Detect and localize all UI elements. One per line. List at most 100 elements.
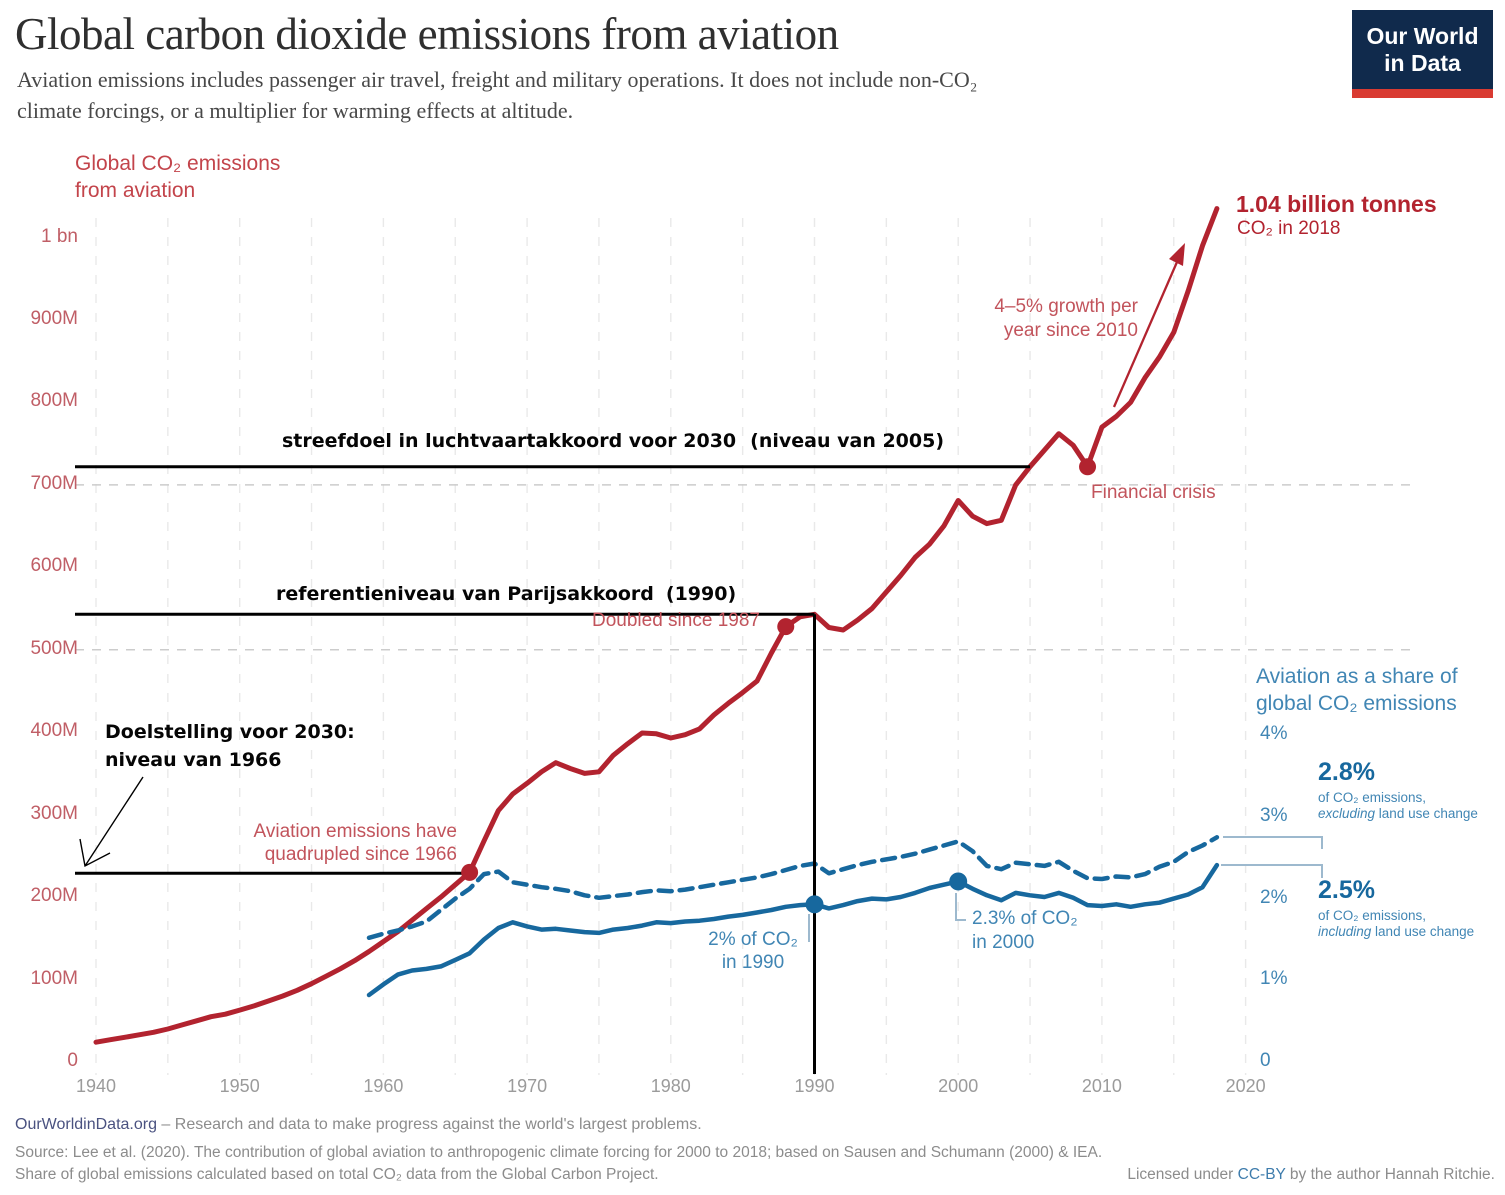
- x-axis-tick-2020: 2020: [1225, 1076, 1266, 1096]
- right-axis-title-line1: Aviation as a share of: [1256, 665, 1458, 688]
- footer-ccby-link[interactable]: CC-BY: [1237, 1166, 1286, 1183]
- x-axis-tick-1970: 1970: [507, 1076, 548, 1096]
- footer-note-row: Share of global emissions calculated bas…: [15, 1166, 659, 1183]
- annotation-goal-1966: Doelstelling voor 2030: niveau van 1966: [105, 718, 355, 774]
- label-including-em: including: [1318, 923, 1372, 939]
- growth-arrow-head-icon: [1169, 243, 1185, 266]
- annotation-share-1990-line2: in 1990: [721, 952, 785, 973]
- data-point-emissions-1966[interactable]: [461, 863, 479, 881]
- y-axis-right-tick-2: 2%: [1260, 886, 1288, 908]
- annotation-target-2030-paren: (niveau van 2005): [750, 430, 945, 452]
- label-share-excluding-desc-line2: excluding land use change: [1318, 806, 1478, 822]
- y-axis-left-tick-400: 400M: [30, 720, 78, 742]
- y-axis-left-tick-100: 100M: [30, 967, 78, 989]
- y-axis-left-tick-800: 800M: [30, 390, 78, 412]
- callout-share-including: [1221, 864, 1323, 878]
- right-axis-title: Aviation as a share of global CO₂ emissi…: [1256, 663, 1458, 717]
- left-axis-title-line1: Global CO₂ emissions: [75, 152, 281, 175]
- y-axis-left-tick-200: 200M: [30, 885, 78, 907]
- footer-license-post: by the author Hannah Ritchie.: [1285, 1166, 1495, 1183]
- footer-license-pre: Licensed under: [1127, 1166, 1238, 1183]
- annotation-quadrupled-line2: quadrupled since 1966: [264, 844, 457, 865]
- annotation-share-1990-line1: 2% of CO₂: [708, 929, 798, 950]
- annotation-growth: 4–5% growth per year since 2010: [960, 295, 1138, 343]
- annotation-paris-1990-text: referentieniveau van Parijsakkoord: [276, 583, 654, 605]
- data-point-emissions-1988[interactable]: [777, 618, 795, 636]
- x-axis-tick-1940: 1940: [75, 1076, 117, 1096]
- annotation-paris-1990-paren: (1990): [665, 583, 737, 605]
- subtitle-line-1: Aviation emissions includes passenger ai…: [17, 67, 978, 92]
- y-axis-right-tick-0: 0: [1260, 1050, 1271, 1071]
- right-axis-title-line2: global CO₂ emissions: [1256, 692, 1457, 715]
- left-axis-title-line2: from aviation: [75, 179, 196, 202]
- label-excluding-rest: land use change: [1375, 805, 1478, 821]
- label-share-excluding-desc-line1: of CO₂ emissions,: [1318, 790, 1427, 805]
- annotation-target-2030-text: streefdoel in luchtvaartakkoord voor 203…: [282, 430, 737, 452]
- annotation-paris-1990: referentieniveau van Parijsakkoord (1990): [276, 583, 736, 605]
- owid-logo-red-bar: [1352, 89, 1493, 98]
- label-share-excluding-value: 2.8%: [1318, 758, 1375, 786]
- annotation-target-2030: streefdoel in luchtvaartakkoord voor 203…: [282, 430, 944, 452]
- label-including-rest: land use change: [1371, 923, 1475, 939]
- annotation-share-2000: 2.3% of CO₂ in 2000: [972, 907, 1078, 955]
- annotation-goal-line1: Doelstelling voor 2030:: [105, 721, 355, 743]
- footer-brand-link[interactable]: OurWorldinData.org: [15, 1116, 157, 1133]
- annotation-quadrupled: Aviation emissions have quadrupled since…: [210, 820, 457, 866]
- y-axis-left-tick-500: 500M: [30, 637, 78, 659]
- annotation-share-1990: 2% of CO₂ in 1990: [698, 928, 808, 974]
- annotation-peak-value: 1.04 billion tonnes: [1236, 191, 1437, 217]
- annotation-share-2000-line2: in 2000: [972, 932, 1035, 953]
- x-axis-tick-1960: 1960: [363, 1076, 404, 1096]
- subtitle-line-2: climate forcings, or a multiplier for wa…: [17, 98, 574, 123]
- x-axis-tick-1990: 1990: [794, 1076, 835, 1096]
- label-share-including-desc-line2: including land use change: [1318, 924, 1474, 940]
- growth-arrow-shaft-icon: [1112, 261, 1179, 408]
- data-point-share-including-1990[interactable]: [805, 895, 824, 914]
- footer-tagline-row: OurWorldinData.org – Research and data t…: [15, 1116, 702, 1134]
- y-axis-left-tick-900: 900M: [30, 307, 78, 329]
- left-axis-title: Global CO₂ emissions from aviation: [75, 150, 280, 204]
- footer-source-row: Source: Lee et al. (2020). The contribut…: [15, 1144, 1103, 1161]
- y-axis-right-tick-3: 3%: [1260, 804, 1288, 826]
- data-point-share-including-2000[interactable]: [949, 872, 968, 891]
- data-point-emissions-2009[interactable]: [1079, 458, 1097, 476]
- y-axis-left-tick-700: 700M: [30, 472, 78, 494]
- annotation-share-2000-line1: 2.3% of CO₂: [972, 908, 1078, 929]
- label-share-including-desc-line1: of CO₂ emissions,: [1318, 908, 1427, 923]
- label-share-including-desc: of CO₂ emissions, including land use cha…: [1318, 908, 1474, 939]
- footer-tagline: – Research and data to make progress aga…: [156, 1116, 702, 1133]
- owid-logo-text: Our World in Data: [1352, 10, 1493, 77]
- y-axis-right-tick-4: 4%: [1260, 723, 1288, 745]
- x-axis-tick-2010: 2010: [1081, 1076, 1122, 1096]
- footer-license-row: Licensed under CC-BY by the author Hanna…: [1127, 1166, 1495, 1184]
- label-excluding-em: excluding: [1318, 805, 1376, 821]
- y-axis-right-tick-1: 1%: [1260, 968, 1288, 990]
- callout-share-excluding: [1223, 836, 1323, 849]
- owid-logo-line1: Our World: [1366, 23, 1479, 49]
- x-axis-tick-1950: 1950: [219, 1076, 260, 1096]
- y-axis-left-tick-0: 0: [67, 1050, 78, 1071]
- x-axis-tick-2000: 2000: [938, 1076, 979, 1096]
- owid-logo[interactable]: Our World in Data: [1352, 10, 1493, 98]
- annotation-goal-line2: niveau van 1966: [105, 749, 282, 771]
- share-including-line[interactable]: [366, 862, 1220, 998]
- bracket-share-2000: [955, 893, 966, 921]
- owid-logo-line2: in Data: [1384, 50, 1461, 76]
- annotation-financial-crisis: Financial crisis: [1091, 482, 1216, 503]
- goal-pointer-arrow-icon: [79, 776, 144, 868]
- y-axis-left-tick-1000: 1 bn: [41, 225, 78, 247]
- page-subtitle: Aviation emissions includes passenger ai…: [17, 64, 977, 126]
- annotation-growth-line1: 4–5% growth per: [994, 296, 1138, 317]
- y-axis-left-tick-300: 300M: [30, 802, 78, 824]
- x-axis-tick-1980: 1980: [650, 1076, 691, 1096]
- annotation-doubled: Doubled since 1987: [592, 610, 760, 631]
- annotation-peak-sub: CO₂ in 2018: [1237, 218, 1341, 239]
- page-title: Global carbon dioxide emissions from avi…: [15, 9, 839, 59]
- share-excluding-line[interactable]: [366, 835, 1220, 941]
- annotation-quadrupled-line1: Aviation emissions have: [253, 821, 457, 842]
- label-share-excluding-desc: of CO₂ emissions, excluding land use cha…: [1318, 790, 1478, 821]
- y-axis-left-tick-600: 600M: [30, 555, 78, 577]
- label-share-including-value: 2.5%: [1318, 876, 1375, 904]
